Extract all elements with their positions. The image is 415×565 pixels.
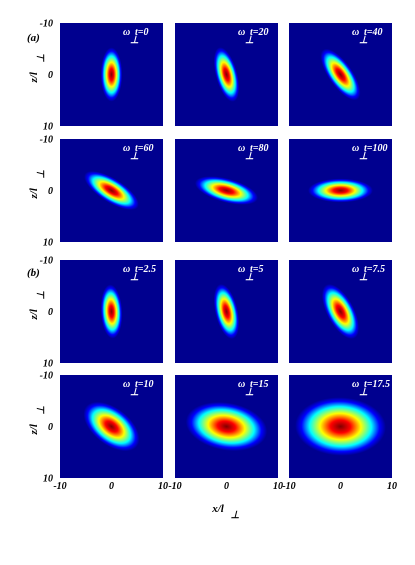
panel-omega-subscript: ⊥ [359, 151, 368, 162]
panel-time-label: t=100 [364, 143, 387, 154]
group-label-a: (a) [27, 32, 40, 44]
y-tick-label: 0 [48, 422, 53, 433]
density-panel: ω⊥t=17.5 [289, 375, 392, 478]
y-tick-label: 10 [43, 474, 53, 485]
density-blob [84, 171, 139, 210]
y-tick-label: 10 [43, 122, 53, 133]
panel-omega-subscript: ⊥ [245, 151, 254, 162]
panel-omega-subscript: ⊥ [245, 35, 254, 46]
y-tick-label: -10 [40, 256, 53, 267]
panel-omega-label: ω [123, 379, 130, 390]
panel-omega-label: ω [123, 264, 130, 275]
density-panel: ω⊥t=15 [175, 375, 278, 478]
panel-omega-label: ω [352, 143, 359, 154]
panel-grid: ω⊥t=0 ω⊥t=20 ω⊥t=40ω⊥t=60 ω⊥t=80 ω⊥t=100ω⊥t=… [60, 23, 392, 478]
density-panel: ω⊥t=7.5 [289, 260, 392, 363]
density-blob [185, 402, 268, 451]
x-tick-label: -10 [168, 481, 181, 492]
y-tick-label: -10 [40, 371, 53, 382]
density-panel: ω⊥t=40 [289, 23, 392, 126]
density-blob [83, 401, 140, 452]
panel-time-label: t=5 [250, 264, 263, 275]
y-axis-label: z/l [28, 187, 40, 199]
panel-omega-label: ω [352, 379, 359, 390]
panel-time-label: t=15 [250, 379, 268, 390]
density-panel: ω⊥t=0 [60, 23, 163, 126]
group-label-b: (b) [27, 267, 40, 279]
x-tick-label: 0 [109, 481, 114, 492]
density-blob [295, 397, 386, 456]
y-axis-label: z/l [28, 71, 40, 83]
panel-omega-subscript: ⊥ [359, 387, 368, 398]
panel-omega-label: ω [123, 143, 130, 154]
panel-omega-subscript: ⊥ [130, 272, 139, 283]
panel-omega-subscript: ⊥ [130, 35, 139, 46]
density-blob [320, 48, 361, 101]
x-tick-label: 10 [387, 481, 397, 492]
panel-time-label: t=2.5 [135, 264, 156, 275]
density-blob [213, 283, 240, 340]
density-panel: ω⊥t=100 [289, 139, 392, 242]
density-panel: ω⊥t=60 [60, 139, 163, 242]
panel-time-label: t=0 [135, 27, 148, 38]
density-panel: ω⊥t=80 [175, 139, 278, 242]
panel-omega-label: ω [352, 27, 359, 38]
density-blob [100, 47, 123, 102]
panel-time-label: t=10 [135, 379, 153, 390]
y-tick-label: 10 [43, 238, 53, 249]
panel-omega-subscript: ⊥ [130, 387, 139, 398]
x-axis-label: x/l [211, 503, 225, 515]
density-blob [195, 176, 258, 205]
panel-omega-label: ω [238, 27, 245, 38]
y-axis-label-subscript: ⊥ [36, 406, 47, 415]
panel-time-label: t=60 [135, 143, 153, 154]
y-axis-label-subscript: ⊥ [36, 54, 47, 63]
panel-time-label: t=80 [250, 143, 268, 154]
x-axis-label-subscript: ⊥ [231, 510, 240, 521]
panel-omega-label: ω [238, 379, 245, 390]
y-tick-label: -10 [40, 135, 53, 146]
x-tick-label: -10 [53, 481, 66, 492]
panel-omega-subscript: ⊥ [359, 272, 368, 283]
x-tick-label: 0 [224, 481, 229, 492]
panel-omega-subscript: ⊥ [130, 151, 139, 162]
y-tick-label: 10 [43, 359, 53, 370]
panel-omega-label: ω [352, 264, 359, 275]
panel-omega-subscript: ⊥ [359, 35, 368, 46]
x-tick-label: 0 [338, 481, 343, 492]
y-axis-label: z/l [28, 308, 40, 320]
density-blob [100, 284, 123, 339]
x-tick-label: 10 [158, 481, 168, 492]
density-panel: ω⊥t=20 [175, 23, 278, 126]
y-tick-label: 0 [48, 186, 53, 197]
panel-omega-subscript: ⊥ [245, 387, 254, 398]
panel-omega-label: ω [123, 27, 130, 38]
y-axis-label-subscript: ⊥ [36, 291, 47, 300]
density-blob [308, 178, 373, 203]
density-blob [321, 284, 360, 339]
density-blob [213, 47, 240, 102]
y-tick-label: -10 [40, 19, 53, 30]
x-tick-label: 10 [273, 481, 283, 492]
panel-omega-subscript: ⊥ [245, 272, 254, 283]
y-axis-label: z/l [28, 423, 40, 435]
density-panel: ω⊥t=2.5 [60, 260, 163, 363]
y-axis-label-subscript: ⊥ [36, 170, 47, 179]
density-panel: ω⊥t=10 [60, 375, 163, 478]
panel-time-label: t=40 [364, 27, 382, 38]
density-panel: ω⊥t=5 [175, 260, 278, 363]
y-tick-label: 0 [48, 70, 53, 81]
axes-layer: 10 0 -10 z/l ⊥ 10 0 -10 z/l ⊥ 10 0 -10 z/l ⊥ 10 0 -10 z/l ⊥… [28, 19, 397, 522]
x-tick-label: -10 [282, 481, 295, 492]
y-tick-label: 0 [48, 307, 53, 318]
panel-omega-label: ω [238, 143, 245, 154]
panel-time-label: t=7.5 [364, 264, 385, 275]
panel-time-label: t=17.5 [364, 379, 390, 390]
panel-omega-label: ω [238, 264, 245, 275]
panel-time-label: t=20 [250, 27, 268, 38]
